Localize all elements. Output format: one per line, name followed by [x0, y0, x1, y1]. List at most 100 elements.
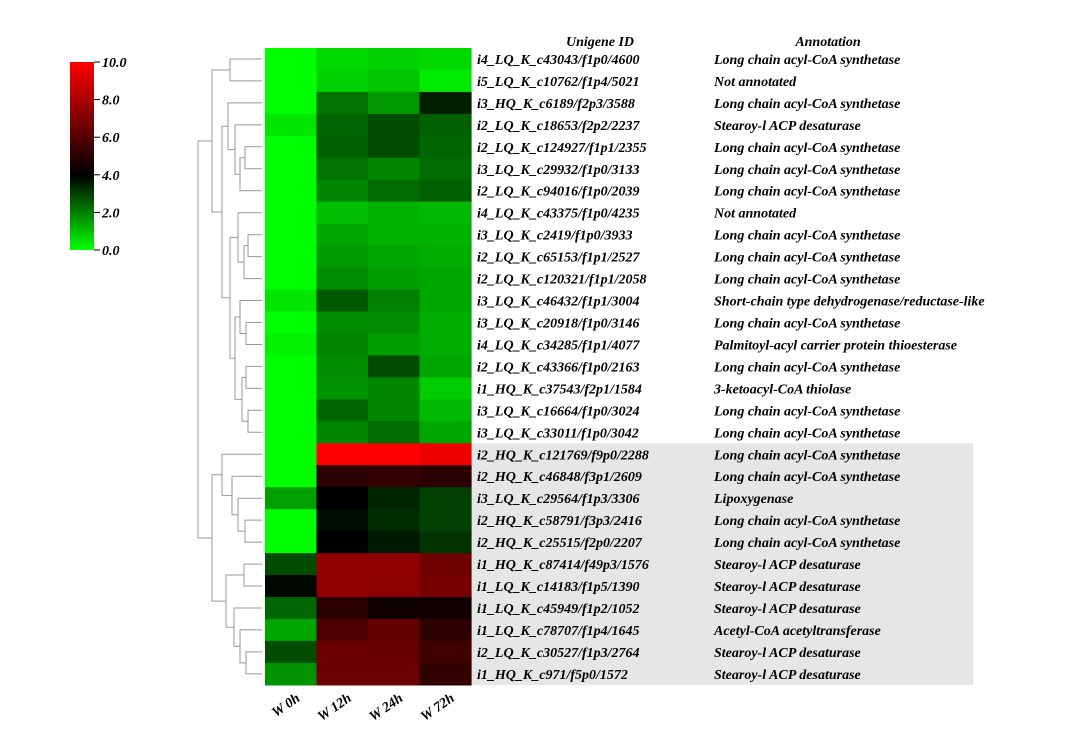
row-annotation-label: Acetyl-CoA acetyltransferase	[713, 624, 881, 639]
heatmap-cell	[316, 575, 369, 598]
heatmap-cell	[419, 267, 472, 291]
heatmap-cell	[265, 245, 318, 269]
row-annotation-label: Long chain acyl-CoA synthetase	[713, 251, 900, 266]
row-id-label: i1_LQ_K_c78707/f1p4/1645	[477, 624, 640, 639]
heatmap-cell	[265, 619, 318, 642]
colorbar-tick-label: 6.0	[102, 131, 120, 146]
heatmap-cell	[368, 70, 421, 93]
heatmap-cell	[419, 597, 472, 620]
heatmap-cell	[368, 443, 421, 466]
heatmap-cell	[419, 223, 472, 247]
heatmap-cell	[368, 662, 421, 686]
row-id-label: i3_LQ_K_c2419/f1p0/3933	[477, 229, 633, 244]
dendrogram-branch	[221, 453, 262, 496]
colorbar-tick-label: 10.0	[102, 56, 127, 71]
heatmap-cell	[368, 113, 421, 137]
heatmap-cell	[368, 223, 421, 247]
heatmap-cell	[419, 113, 472, 137]
heatmap-cell	[265, 509, 318, 532]
row-id-label: i2_LQ_K_c94016/f1p0/2039	[477, 185, 640, 200]
heatmap-cell	[368, 487, 421, 510]
heatmap-cell	[265, 48, 318, 71]
heatmap-cell	[316, 553, 369, 576]
heatmap-cell	[265, 135, 318, 159]
heatmap-cell	[265, 465, 318, 488]
row-annotation-label: Stearoy-l ACP desaturase	[714, 580, 861, 595]
colorbar-gradient	[70, 62, 94, 250]
heatmap-cell	[265, 575, 318, 598]
heatmap-cell	[265, 487, 318, 510]
row-id-label: i1_LQ_K_c14183/f1p5/1390	[477, 580, 640, 595]
heatmap-cell	[265, 377, 318, 400]
row-id-label: i2_LQ_K_c30527/f1p3/2764	[477, 646, 640, 661]
heatmap-cell	[419, 575, 472, 598]
heatmap-cell	[368, 597, 421, 620]
heatmap-cell	[368, 245, 421, 269]
heatmap-cell	[316, 509, 369, 532]
heatmap-cell	[265, 267, 318, 291]
row-annotation-label: Long chain acyl-CoA synthetase	[713, 470, 900, 485]
dendrogram-branch	[221, 125, 230, 299]
row-id-label: i4_LQ_K_c43043/f1p0/4600	[477, 53, 640, 68]
heatmap-cell	[368, 355, 421, 378]
dendrogram-branch	[225, 574, 244, 628]
heatmap-cell	[265, 113, 318, 137]
row-annotation-label: Long chain acyl-CoA synthetase	[713, 426, 900, 441]
dendrogram-branch	[247, 409, 262, 433]
row-id-label: i2_HQ_K_c46848/f3p1/2609	[477, 470, 642, 485]
dendrogram-branch	[211, 69, 230, 213]
heatmap-cell	[316, 597, 369, 620]
heatmap-cell	[265, 399, 318, 422]
heatmap-cell	[316, 179, 369, 203]
dendrogram-branch	[237, 497, 262, 532]
row-annotation-label: Stearoy-l ACP desaturase	[714, 646, 861, 661]
row-annotation-label: Long chain acyl-CoA synthetase	[713, 536, 900, 551]
dendrogram-branch	[243, 563, 262, 587]
header-unigene-id: Unigene ID	[566, 35, 634, 50]
heatmap-cell	[419, 509, 472, 532]
heatmap-cell	[316, 245, 369, 269]
heatmap-cell	[419, 443, 472, 466]
row-annotation-label: Stearoy-l ACP desaturase	[714, 119, 861, 134]
heatmap-cell	[265, 333, 318, 357]
heatmap-cell	[316, 289, 369, 313]
heatmap-cell	[368, 48, 421, 71]
row-id-label: i4_LQ_K_c43375/f1p0/4235	[477, 207, 640, 222]
row-annotation-label: 3-ketoacyl-CoA thiolase	[713, 382, 851, 397]
row-id-label: i3_LQ_K_c29932/f1p0/3133	[477, 163, 640, 178]
row-annotation-label: Stearoy-l ACP desaturase	[714, 668, 861, 683]
heatmap-cell	[316, 662, 369, 686]
heatmap-cell	[368, 179, 421, 203]
heatmap-cell	[316, 531, 369, 554]
heatmap-cell	[265, 201, 318, 225]
dendrogram-branch	[227, 102, 262, 151]
heatmap-cell	[419, 245, 472, 269]
heatmap-cell	[419, 91, 472, 115]
dendrogram-branch	[234, 124, 262, 175]
heatmap-cell	[419, 399, 472, 422]
heatmap-cell	[316, 113, 369, 137]
row-id-label: i2_LQ_K_c18653/f2p2/2237	[477, 119, 641, 134]
heatmap-cell	[368, 135, 421, 159]
row-id-label: i3_LQ_K_c46432/f1p1/3004	[477, 295, 640, 310]
colorbar: 10.0 8.0 6.0 4.0 2.0 0.0	[70, 56, 127, 259]
heatmap-cell	[368, 640, 421, 664]
colorbar-tick-label: 0.0	[102, 244, 120, 259]
heatmap-cell	[265, 311, 318, 335]
heatmap-cell	[368, 465, 421, 488]
dendrogram-branch	[231, 475, 262, 516]
row-id-label: i3_LQ_K_c20918/f1p0/3146	[477, 317, 640, 332]
heatmap-cell	[368, 619, 421, 642]
colorbar-tick-label: 8.0	[102, 94, 120, 109]
heatmap-cell	[368, 553, 421, 576]
row-annotation-label: Long chain acyl-CoA synthetase	[713, 163, 900, 178]
heatmap-cell	[419, 289, 472, 313]
row-id-label: i2_HQ_K_c25515/f2p0/2207	[477, 536, 643, 551]
dendrogram-branch	[243, 245, 262, 280]
column-labels: W 0h W 12h W 24h W 72h	[270, 691, 458, 725]
heatmap-cell	[265, 91, 318, 115]
row-annotation-label: Long chain acyl-CoA synthetase	[713, 404, 900, 419]
colorbar-tick-label: 2.0	[101, 206, 120, 221]
heatmap-cell	[316, 223, 369, 247]
